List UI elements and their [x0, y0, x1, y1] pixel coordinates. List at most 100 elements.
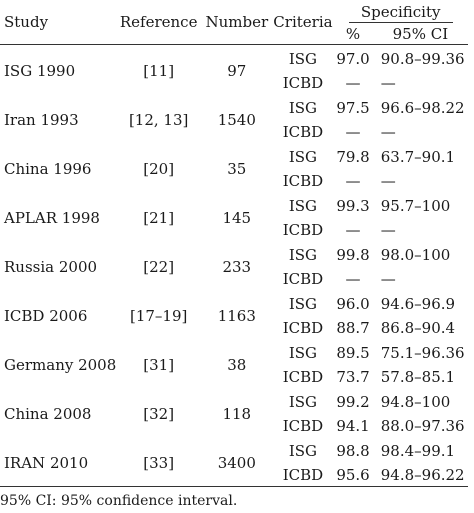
cell-percent-icbd: — [345, 171, 361, 190]
table-row: ICBD 73.7 57.8–85.1 [0, 365, 468, 388]
cell-reference: [20] [143, 159, 175, 178]
cell-ci-icbd: 57.8–85.1 [380, 367, 456, 386]
cell-criteria-isg: ISG [288, 197, 318, 215]
table-row: APLAR 1998 [21] 145 ISG 99.3 95.7–100 [0, 192, 468, 227]
cell-number: 145 [222, 208, 252, 227]
header-number: Number [201, 0, 273, 45]
cell-ci-isg: 63.7–90.1 [380, 148, 456, 166]
cell-criteria-isg: ISG [288, 393, 318, 411]
table-footnote: 95% CI: 95% confidence interval. [0, 493, 238, 509]
cell-study: APLAR 1998 [4, 208, 100, 227]
cell-percent-isg: 98.8 [336, 442, 370, 460]
cell-ci-isg: 98.4–99.1 [380, 442, 456, 460]
cell-number: 1163 [217, 306, 256, 325]
cell-study: Iran 1993 [4, 110, 79, 129]
table-row: Russia 2000 [22] 233 ISG 99.8 98.0–100 [0, 241, 468, 276]
cell-criteria-isg: ISG [288, 99, 318, 117]
cell-percent-isg: 79.8 [336, 148, 370, 166]
cell-reference: [31] [143, 355, 175, 374]
cell-criteria-icbd: ICBD [282, 122, 324, 141]
table-row: ICBD — — [0, 267, 468, 290]
header-ci: 95% CI [372, 24, 468, 45]
cell-number: 97 [227, 61, 247, 80]
cell-criteria-isg: ISG [288, 50, 318, 68]
table-row: China 2008 [32] 118 ISG 99.2 94.8–100 [0, 388, 468, 423]
cell-ci-isg: 95.7–100 [380, 197, 451, 215]
cell-study: Germany 2008 [4, 355, 117, 374]
table-row: ICBD 94.1 88.0–97.36 [0, 414, 468, 437]
cell-criteria-icbd: ICBD [282, 367, 324, 386]
cell-ci-icbd: — [380, 171, 396, 190]
header-reference: Reference [116, 0, 202, 45]
cell-criteria-isg: ISG [288, 148, 318, 166]
cell-reference: [32] [143, 404, 175, 423]
cell-percent-isg: 96.0 [336, 295, 370, 313]
cell-ci-isg: 98.0–100 [380, 246, 451, 264]
cell-ci-isg: 90.8–99.36 [380, 50, 465, 68]
table-row: China 1996 [20] 35 ISG 79.8 63.7–90.1 [0, 143, 468, 178]
cell-percent-icbd: — [345, 269, 361, 288]
cell-study: ISG 1990 [4, 61, 76, 80]
cell-number: 35 [227, 159, 247, 178]
cell-reference: [12, 13] [128, 110, 189, 129]
cell-reference: [22] [143, 257, 175, 276]
cell-percent-icbd: 73.7 [336, 367, 370, 386]
table-header: Study Reference Number Criteria Specific… [0, 0, 468, 45]
cell-number: 38 [227, 355, 247, 374]
cell-ci-icbd: — [380, 122, 396, 141]
cell-ci-isg: 75.1–96.36 [380, 344, 465, 362]
table-row: IRAN 2010 [33] 3400 ISG 98.8 98.4–99.1 [0, 437, 468, 487]
cell-reference: [17–19] [129, 306, 188, 325]
header-study: Study [0, 0, 117, 45]
table-row: ISG 1990 [11] 97 ISG 97.0 90.8–99.36 [0, 45, 468, 80]
table-row: ICBD 2006 [17–19] 1163 ISG 96.0 94.6–96.9 [0, 290, 468, 325]
cell-percent-isg: 99.2 [336, 393, 370, 411]
cell-criteria-icbd: ICBD [282, 318, 324, 337]
cell-number: 3400 [201, 437, 273, 487]
cell-number: 1540 [217, 110, 256, 129]
cell-percent-icbd: 88.7 [336, 318, 370, 337]
table-row: ICBD — — [0, 169, 468, 192]
cell-reference: [21] [143, 208, 175, 227]
cell-ci-icbd: — [380, 220, 396, 239]
cell-criteria-icbd: ICBD [282, 171, 324, 190]
cell-study: China 1996 [4, 159, 92, 178]
cell-number: 118 [222, 404, 252, 423]
cell-reference: [33] [116, 437, 202, 487]
specificity-table: Study Reference Number Criteria Specific… [0, 0, 468, 487]
table-row: ICBD — — [0, 120, 468, 143]
cell-study: IRAN 2010 [0, 437, 117, 487]
cell-percent-isg: 89.5 [336, 344, 370, 362]
cell-criteria-isg: ISG [288, 442, 318, 460]
cell-ci-isg: 96.6–98.22 [380, 99, 465, 117]
cell-criteria-icbd: ICBD [282, 73, 324, 92]
cell-ci-icbd: — [380, 269, 396, 288]
cell-criteria-icbd: ICBD [282, 220, 324, 239]
cell-percent-isg: 97.0 [336, 50, 370, 68]
cell-study: China 2008 [4, 404, 92, 423]
header-criteria: Criteria [272, 0, 334, 45]
table-row: Germany 2008 [31] 38 ISG 89.5 75.1–96.36 [0, 339, 468, 374]
cell-ci-icbd: 86.8–90.4 [380, 318, 456, 337]
cell-ci-icbd: 88.0–97.36 [380, 416, 465, 435]
table-row: ICBD — — [0, 218, 468, 241]
cell-criteria-icbd: ICBD [282, 269, 324, 288]
cell-percent-isg: 97.5 [336, 99, 370, 117]
header-specificity-label: Specificity [348, 3, 453, 23]
cell-ci-icbd: — [380, 73, 396, 92]
cell-ci-isg: 94.6–96.9 [380, 295, 456, 313]
cell-percent-icbd: 94.1 [336, 416, 370, 435]
table-row: Iran 1993 [12, 13] 1540 ISG 97.5 96.6–98.22 [0, 94, 468, 129]
table-row: ICBD 95.6 94.8–96.22 [0, 463, 468, 487]
table-row: ICBD 88.7 86.8–90.4 [0, 316, 468, 339]
cell-criteria-isg: ISG [288, 246, 318, 264]
cell-study: ICBD 2006 [4, 306, 88, 325]
cell-criteria-icbd: ICBD [272, 463, 334, 487]
header-specificity: Specificity [333, 0, 468, 24]
cell-percent-icbd: 95.6 [333, 463, 373, 487]
cell-percent-icbd: — [345, 220, 361, 239]
cell-percent-isg: 99.8 [336, 246, 370, 264]
cell-criteria-isg: ISG [288, 344, 318, 362]
cell-ci-icbd: 94.8–96.22 [372, 463, 468, 487]
